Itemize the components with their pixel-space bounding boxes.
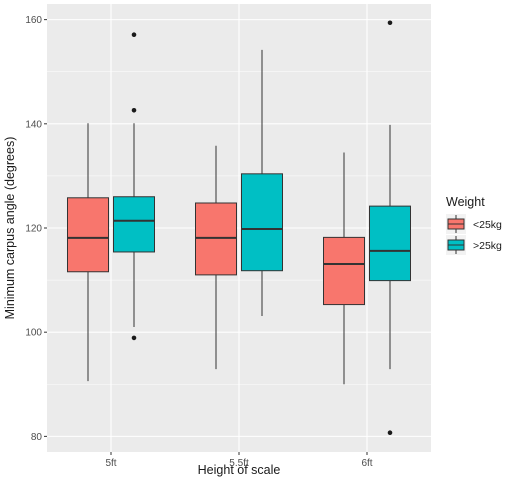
box-25kg-5ft	[113, 32, 155, 341]
y-tick-label: 80	[31, 432, 43, 443]
legend-key	[446, 235, 466, 255]
box-iqr	[67, 197, 109, 273]
grid	[47, 4, 431, 452]
x-axis-title: Height of scale	[198, 463, 281, 477]
y-tick-label: 160	[25, 15, 42, 26]
legend: Weight <25kg >25kg	[446, 195, 502, 255]
box-25kg-6ft	[369, 20, 411, 436]
box-25kg-5_5ft	[195, 145, 237, 370]
y-axis-title: Minimum carpus angle (degrees)	[3, 137, 17, 320]
box-25kg-5ft	[67, 123, 109, 382]
x-axis: 5ft 5.5ft 6ft	[105, 452, 373, 469]
legend-label: >25kg	[473, 240, 502, 252]
y-tick-label: 140	[25, 119, 42, 130]
x-tick-label: 5ft	[105, 458, 116, 469]
box-iqr	[369, 205, 411, 282]
boxes	[67, 20, 411, 436]
box-iqr	[195, 202, 237, 276]
y-axis: 80 100 120 140 160	[25, 15, 47, 443]
outlier-point	[131, 107, 137, 113]
x-tick-label: 6ft	[361, 458, 372, 469]
legend-key	[446, 214, 466, 234]
outlier-point	[131, 335, 137, 341]
y-tick-label: 100	[25, 328, 42, 339]
x-tick-label: 5.5ft	[229, 458, 249, 469]
y-tick-label: 120	[25, 224, 42, 235]
box-iqr	[241, 173, 283, 272]
box-iqr	[113, 196, 155, 253]
outlier-point	[387, 430, 393, 436]
legend-label: <25kg	[473, 219, 502, 231]
box-iqr	[323, 236, 365, 306]
outlier-point	[387, 20, 393, 26]
outlier-point	[131, 32, 137, 38]
box-25kg-5_5ft	[241, 49, 283, 317]
box-25kg-6ft	[323, 152, 365, 385]
legend-title: Weight	[446, 195, 485, 209]
